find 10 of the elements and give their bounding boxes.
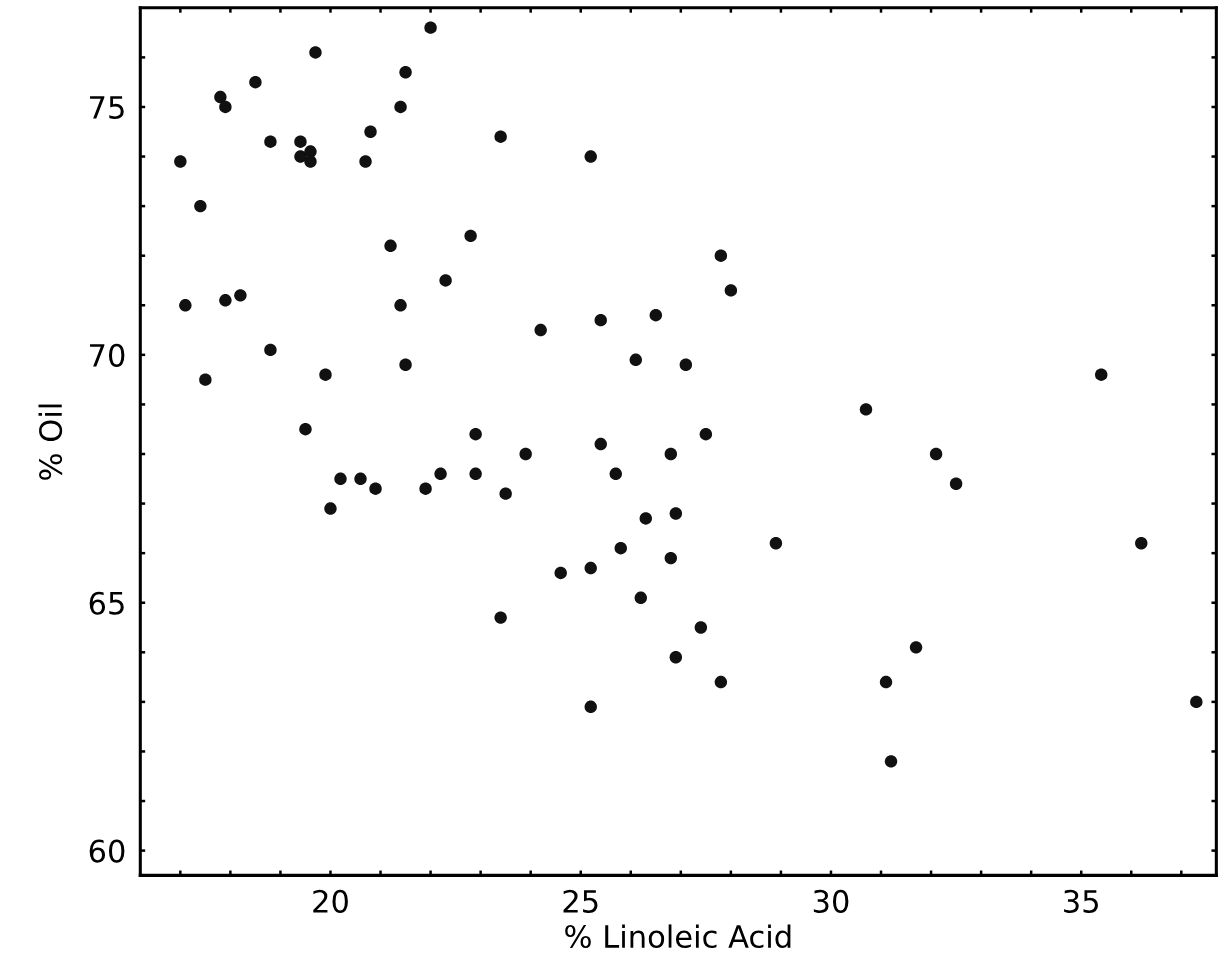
y-tick-label: 60	[89, 839, 125, 863]
x-tick-label: 35	[1064, 889, 1098, 913]
x-tick-label: 25	[563, 889, 598, 913]
x-axis-title: % Linoleic Acid	[565, 924, 791, 949]
y-axis-title: % Oil	[38, 404, 63, 480]
y-tick-label: 75	[90, 96, 124, 120]
y-tick-label: 65	[89, 591, 124, 615]
x-tick-label: 30	[813, 889, 849, 913]
x-tick-label: 20	[313, 889, 348, 913]
y-tick-label: 70	[90, 343, 125, 367]
